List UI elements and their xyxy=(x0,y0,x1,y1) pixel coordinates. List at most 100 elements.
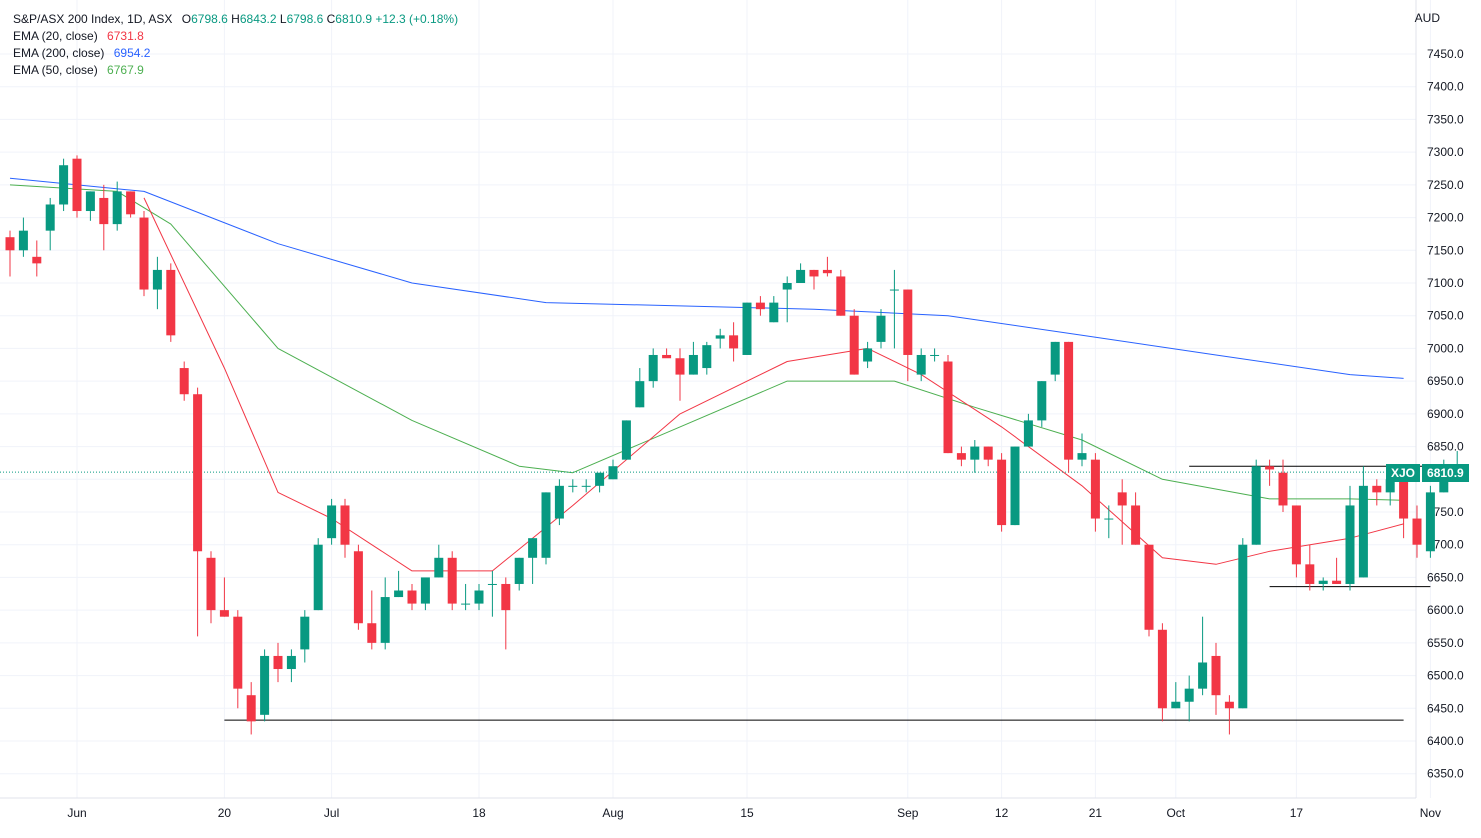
candle-body[interactable] xyxy=(1332,580,1342,584)
candle-body[interactable] xyxy=(233,616,243,689)
candle-body[interactable] xyxy=(1291,505,1301,565)
candle-body[interactable] xyxy=(1278,472,1288,506)
candle-body[interactable] xyxy=(300,616,310,650)
candle-body[interactable] xyxy=(139,217,149,290)
indicator-ema20[interactable]: EMA (20, close) 6731.8 xyxy=(13,28,458,45)
candle-body[interactable] xyxy=(5,237,15,251)
candle-body[interactable] xyxy=(367,623,377,643)
candle-body[interactable] xyxy=(554,485,564,519)
candle-body[interactable] xyxy=(983,446,993,460)
candle-body[interactable] xyxy=(1104,518,1114,520)
candle-body[interactable] xyxy=(755,302,765,310)
candle-body[interactable] xyxy=(394,590,404,598)
candle-body[interactable] xyxy=(715,335,725,339)
candle-body[interactable] xyxy=(72,158,82,212)
candle-body[interactable] xyxy=(742,302,752,355)
candle-body[interactable] xyxy=(809,269,819,277)
candle-body[interactable] xyxy=(434,557,444,578)
candle-body[interactable] xyxy=(461,603,471,605)
candle-body[interactable] xyxy=(1399,479,1409,519)
candle-body[interactable] xyxy=(487,583,497,585)
candle-body[interactable] xyxy=(1211,655,1221,696)
candle-body[interactable] xyxy=(595,472,605,486)
candle-body[interactable] xyxy=(1023,420,1033,447)
candle-body[interactable] xyxy=(407,590,417,604)
candle-body[interactable] xyxy=(662,354,672,359)
candle-body[interactable] xyxy=(193,394,203,552)
candle-body[interactable] xyxy=(688,354,698,375)
candle-body[interactable] xyxy=(1265,466,1275,470)
candle-body[interactable] xyxy=(99,197,109,225)
candle-body[interactable] xyxy=(1439,479,1449,493)
candle-body[interactable] xyxy=(863,348,873,362)
candle-body[interactable] xyxy=(1372,485,1382,493)
candle-body[interactable] xyxy=(648,354,658,382)
candle-body[interactable] xyxy=(916,354,926,375)
candle-body[interactable] xyxy=(1224,701,1234,709)
candle-body[interactable] xyxy=(1184,688,1194,702)
candle-body[interactable] xyxy=(1305,564,1315,584)
candle-body[interactable] xyxy=(380,597,390,643)
candle-body[interactable] xyxy=(876,315,886,342)
candle-body[interactable] xyxy=(956,453,966,460)
candle-body[interactable] xyxy=(702,345,712,369)
candle-body[interactable] xyxy=(514,557,524,584)
candle-body[interactable] xyxy=(313,544,323,611)
candle-body[interactable] xyxy=(1117,492,1127,506)
candle-body[interactable] xyxy=(1144,544,1154,630)
candle-body[interactable] xyxy=(1318,580,1328,584)
candle-body[interactable] xyxy=(85,191,95,212)
candle-body[interactable] xyxy=(260,655,270,715)
candle-body[interactable] xyxy=(246,695,256,722)
candle-body[interactable] xyxy=(581,485,591,487)
candle-body[interactable] xyxy=(32,256,42,264)
candle-body[interactable] xyxy=(1345,505,1355,584)
candle-body[interactable] xyxy=(501,583,511,611)
candle-body[interactable] xyxy=(353,551,363,624)
indicator-ema50[interactable]: EMA (50, close) 6767.9 xyxy=(13,62,458,79)
candle-body[interactable] xyxy=(769,302,779,323)
candle-body[interactable] xyxy=(112,191,122,225)
candle-body[interactable] xyxy=(729,335,739,349)
candle-body[interactable] xyxy=(528,538,538,558)
candle-body[interactable] xyxy=(889,289,899,291)
candle-body[interactable] xyxy=(782,283,792,290)
candle-body[interactable] xyxy=(635,381,645,408)
candle-body[interactable] xyxy=(1157,629,1167,709)
candle-body[interactable] xyxy=(997,459,1007,526)
candle-body[interactable] xyxy=(822,269,832,274)
candle-body[interactable] xyxy=(1425,492,1435,552)
candle-body[interactable] xyxy=(474,590,484,604)
candle-body[interactable] xyxy=(1131,505,1141,545)
candle-body[interactable] xyxy=(608,466,618,480)
candle-body[interactable] xyxy=(219,610,229,617)
candle-body[interactable] xyxy=(59,165,69,205)
candle-body[interactable] xyxy=(1050,341,1060,375)
candle-body[interactable] xyxy=(621,420,631,460)
candle-body[interactable] xyxy=(1010,446,1020,526)
candle-body[interactable] xyxy=(166,269,176,336)
candle-body[interactable] xyxy=(327,505,337,539)
candle-body[interactable] xyxy=(273,655,283,670)
candle-body[interactable] xyxy=(447,557,457,604)
candle-body[interactable] xyxy=(568,485,578,487)
candle-body[interactable] xyxy=(286,655,296,670)
candle-body[interactable] xyxy=(943,361,953,454)
candle-body[interactable] xyxy=(1412,518,1422,545)
candle-body[interactable] xyxy=(1385,479,1395,493)
candle-body[interactable] xyxy=(1090,459,1100,519)
indicator-ema200[interactable]: EMA (200, close) 6954.2 xyxy=(13,45,458,62)
currency-label[interactable]: AUD xyxy=(1414,11,1440,25)
candle-body[interactable] xyxy=(796,269,806,283)
candle-body[interactable] xyxy=(1251,466,1261,545)
candle-body[interactable] xyxy=(675,358,685,375)
symbol-title[interactable]: S&P/ASX 200 Index, 1D, ASX xyxy=(13,12,173,26)
candle-body[interactable] xyxy=(849,315,859,375)
candle-body[interactable] xyxy=(1238,544,1248,709)
candle-body[interactable] xyxy=(836,276,846,316)
candle-body[interactable] xyxy=(18,230,28,251)
candle-body[interactable] xyxy=(206,557,216,611)
candle-body[interactable] xyxy=(1064,341,1074,460)
candle-body[interactable] xyxy=(340,505,350,545)
